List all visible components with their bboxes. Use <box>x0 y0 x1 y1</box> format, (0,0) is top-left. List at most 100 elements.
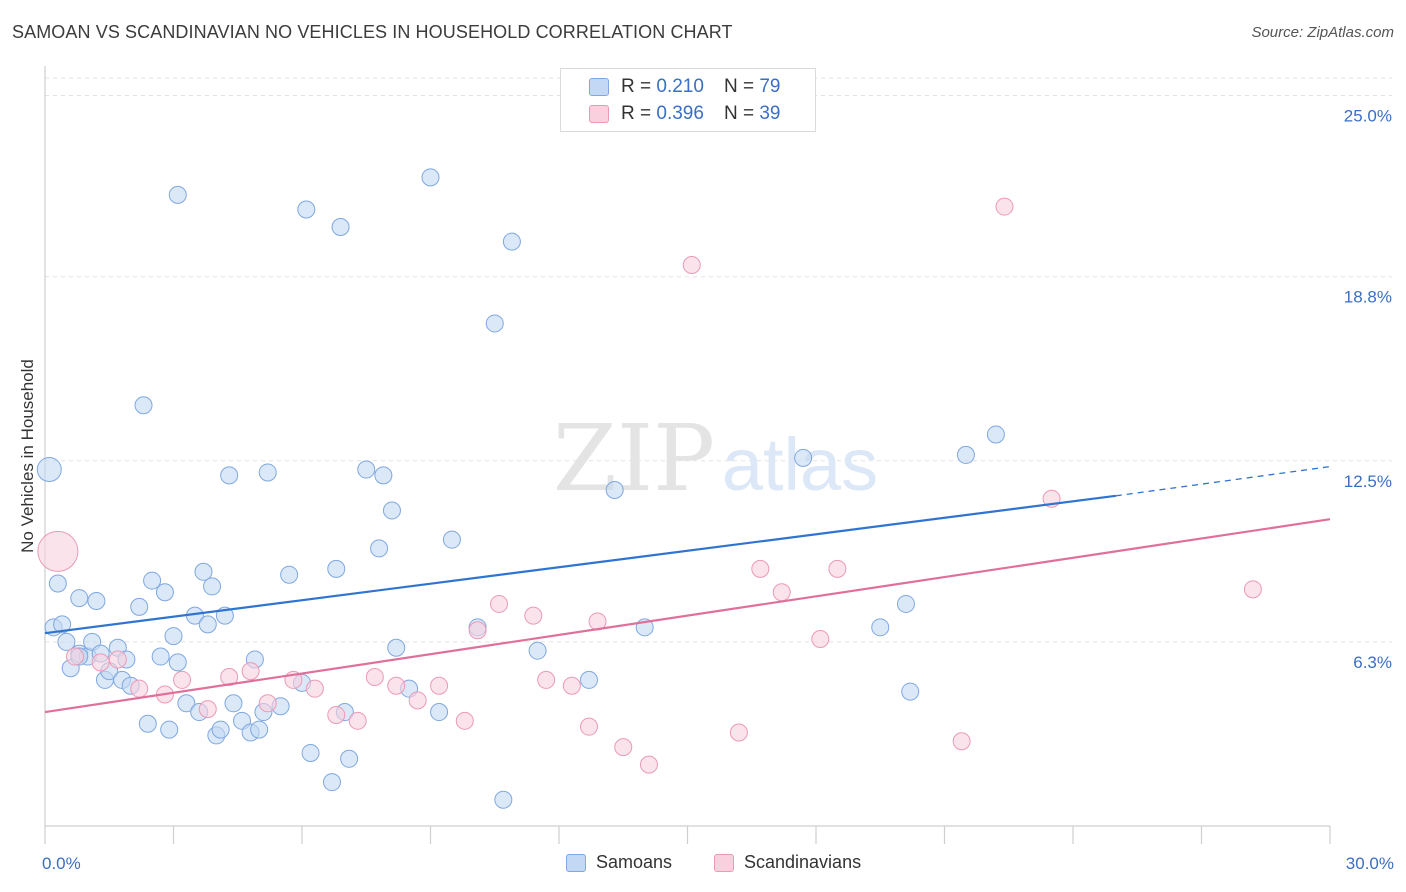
scandinavians-point <box>490 594 509 613</box>
scandinavians-point <box>562 676 581 695</box>
samoans-point <box>155 583 174 602</box>
series-scandinavians-points <box>37 197 1262 774</box>
watermark-zip: ZIP <box>553 405 715 512</box>
samoans-point <box>794 448 813 467</box>
y-tick-label: 12.5% <box>1344 472 1392 491</box>
scandinavians-point <box>130 679 149 698</box>
samoans-point <box>168 653 187 672</box>
scandinavians-point <box>258 694 277 713</box>
bottom-legend-samoans: Samoans <box>566 852 672 873</box>
legend-swatch-samoans <box>589 78 609 96</box>
axes <box>44 66 1331 844</box>
legend: R = 0.210 N = 79 R = 0.396 N = 39 <box>560 68 816 132</box>
samoans-point <box>168 185 187 204</box>
samoans-point <box>280 565 299 584</box>
scandinavians-point <box>751 559 770 578</box>
y-tick-label: 6.3% <box>1353 653 1392 672</box>
samoans-point <box>605 480 624 499</box>
scandinavians-point <box>468 621 487 640</box>
samoans-point <box>901 682 920 701</box>
samoans-point <box>327 559 346 578</box>
samoans-point <box>322 773 341 792</box>
scandinavians-point <box>811 630 830 648</box>
scandinavians-point <box>952 732 971 751</box>
y-tick-label: 25.0% <box>1344 107 1392 126</box>
scandinavians-point <box>537 670 556 689</box>
samoans-point <box>250 720 269 739</box>
scandinavians-point <box>37 530 79 572</box>
samoans-point <box>301 743 320 762</box>
samoans-point <box>151 647 170 666</box>
bottom-legend-label-scandinavians: Scandinavians <box>744 852 862 872</box>
scandinavians-point <box>524 606 543 625</box>
scandinavians-point <box>828 559 847 578</box>
samoans-point <box>220 466 239 485</box>
samoans-point <box>297 200 316 219</box>
samoans-point <box>211 720 230 739</box>
samoans-point <box>382 501 401 520</box>
samoans-point <box>871 618 890 637</box>
samoans-point <box>528 641 547 660</box>
watermark: ZIP atlas <box>553 405 878 512</box>
scandinavians-point <box>108 650 127 669</box>
samoans-point <box>331 218 350 237</box>
legend-row-samoans: R = 0.210 N = 79 <box>589 75 780 99</box>
samoans-point <box>896 594 915 613</box>
bottom-legend-scandinavians: Scandinavians <box>714 852 861 873</box>
scandinavians-point <box>995 197 1014 216</box>
legend-n-label: N = <box>723 76 755 97</box>
scandinavians-point <box>772 583 791 602</box>
samoans-point <box>502 232 521 251</box>
samoans-point <box>143 571 162 590</box>
scandinavians-point <box>305 679 324 698</box>
samoans-point <box>986 425 1005 444</box>
samoans-point <box>48 574 67 593</box>
samoans-point <box>370 539 389 558</box>
scandinavians-regression-line <box>44 518 1331 714</box>
scandinavians-point <box>455 711 474 730</box>
samoans-point <box>485 314 504 333</box>
samoans-point <box>203 577 222 596</box>
legend-r-label: R = <box>621 76 652 97</box>
legend-n-label: N = <box>723 103 755 124</box>
samoans-point <box>198 615 217 634</box>
scandinavians-point <box>408 691 427 710</box>
scandinavians-point <box>365 667 384 686</box>
samoans-point <box>494 790 513 809</box>
scandinavians-point <box>579 717 598 736</box>
legend-n-value: 39 <box>759 103 781 124</box>
samoans-point <box>357 460 376 479</box>
samoans-point <box>70 589 89 608</box>
scandinavians-point <box>729 723 748 742</box>
y-axis-label: No Vehicles in Household <box>18 359 37 553</box>
scandinavians-point <box>639 755 658 774</box>
scandinavians-point <box>430 676 449 695</box>
samoans-point <box>579 670 598 689</box>
legend-swatch-scandinavians <box>589 105 609 123</box>
samoans-point <box>421 168 440 187</box>
scandinavians-point <box>614 738 633 757</box>
scandinavians-point <box>198 700 217 719</box>
samoans-regression-line <box>44 494 1116 635</box>
samoans-point <box>57 632 76 651</box>
scandinavians-point <box>327 705 346 724</box>
source-label: Source: ZipAtlas.com <box>1251 24 1394 41</box>
scandinavians-point <box>65 647 84 666</box>
grid-lines <box>45 77 1392 643</box>
samoans-point <box>164 627 183 646</box>
samoans-point <box>53 615 72 634</box>
legend-n-value: 79 <box>759 76 781 97</box>
samoans-point <box>224 694 243 713</box>
samoans-point <box>387 638 406 657</box>
regression-lines <box>44 465 1331 714</box>
y-tick-label: 18.8% <box>1344 288 1392 307</box>
samoans-point <box>160 720 179 739</box>
x-tick-label: 30.0% <box>1346 854 1394 873</box>
samoans-point <box>177 694 196 713</box>
tick-labels: 6.3% 12.5% 18.8% 25.0% 0.0% 30.0% <box>42 107 1394 873</box>
samoans-point <box>87 592 106 611</box>
scandinavians-point <box>1243 580 1262 599</box>
samoans-point <box>430 703 449 722</box>
bottom-legend: Samoans Scandinavians <box>0 852 1406 876</box>
